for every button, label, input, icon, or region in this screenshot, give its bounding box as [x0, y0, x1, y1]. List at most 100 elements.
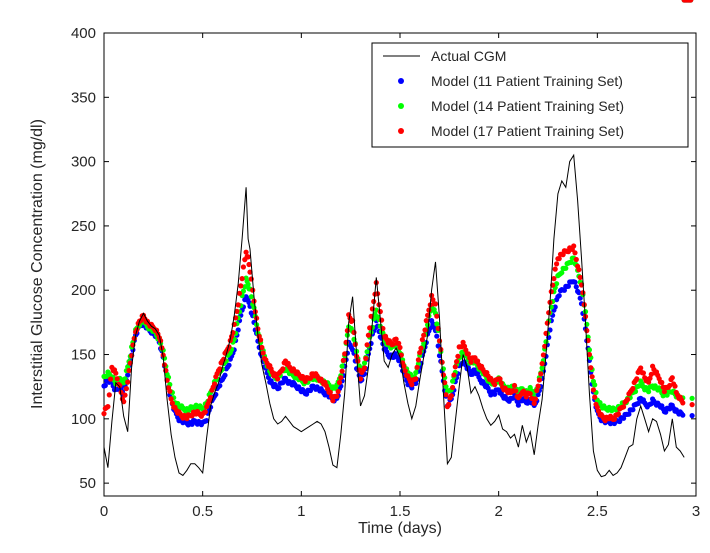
data-point — [344, 328, 350, 334]
y-axis-label: Interstitial Glucose Concentration (mg/d… — [29, 119, 46, 409]
data-point — [635, 400, 641, 407]
data-point — [126, 367, 132, 374]
data-point — [638, 365, 644, 371]
data-point — [551, 276, 557, 282]
data-point — [621, 404, 627, 410]
data-point — [276, 385, 282, 391]
data-point — [367, 325, 373, 331]
data-point — [556, 293, 562, 299]
data-point — [122, 392, 128, 398]
data-point — [450, 384, 456, 391]
data-point — [226, 362, 232, 368]
data-point — [542, 343, 548, 349]
y-tick-label: 250 — [71, 218, 96, 235]
data-point — [615, 411, 622, 417]
data-point — [106, 392, 112, 398]
data-point — [371, 298, 377, 305]
data-point — [108, 376, 114, 382]
data-point — [688, 0, 694, 3]
data-point — [247, 269, 253, 275]
data-point — [105, 404, 111, 410]
data-point — [236, 290, 243, 296]
data-point — [536, 377, 543, 383]
data-point — [364, 342, 370, 348]
data-point — [565, 283, 572, 289]
y-tick-label: 150 — [71, 347, 96, 364]
data-point — [336, 379, 343, 386]
legend-box — [371, 42, 689, 148]
data-point — [561, 287, 568, 293]
data-point — [373, 307, 379, 313]
data-point — [434, 333, 440, 339]
x-axis-label: Time (days) — [358, 520, 442, 537]
data-point — [364, 349, 370, 355]
data-point — [647, 375, 653, 381]
data-point — [513, 388, 519, 394]
data-point — [161, 362, 168, 368]
data-point — [539, 361, 545, 367]
data-point — [125, 372, 131, 378]
data-point — [554, 261, 560, 267]
data-point — [409, 382, 415, 388]
y-tick-label: 50 — [79, 475, 96, 492]
data-point — [430, 297, 436, 303]
data-point — [440, 372, 446, 378]
data-point — [538, 371, 544, 377]
data-point — [245, 254, 251, 260]
data-point — [455, 353, 461, 359]
data-point — [240, 264, 246, 270]
data-point — [402, 368, 408, 374]
data-point — [222, 372, 228, 378]
data-point — [238, 283, 244, 289]
data-point — [659, 379, 665, 386]
data-point — [338, 375, 344, 381]
data-point — [255, 326, 261, 332]
data-point — [497, 376, 503, 382]
legend-swatch-model-14 — [398, 103, 404, 109]
data-point — [235, 302, 241, 308]
y-tick-label: 400 — [71, 25, 96, 42]
data-point — [454, 359, 460, 365]
data-point — [327, 389, 333, 395]
x-tick-label: 1 — [297, 503, 305, 520]
data-point — [573, 256, 579, 263]
x-tick-label: 3 — [692, 503, 700, 520]
data-point — [330, 398, 336, 404]
data-point — [415, 357, 421, 363]
data-point — [572, 250, 578, 256]
data-point — [339, 363, 345, 369]
data-point — [426, 307, 432, 313]
series-actual-cgm-line — [103, 153, 685, 478]
data-point — [552, 304, 558, 310]
data-point — [646, 389, 652, 395]
data-point — [469, 371, 475, 377]
data-point — [211, 381, 218, 387]
data-point — [436, 353, 443, 359]
data-point — [669, 375, 675, 381]
data-point — [248, 294, 254, 300]
data-point — [560, 252, 566, 258]
data-point — [648, 371, 654, 377]
data-point — [423, 318, 429, 324]
data-point — [577, 274, 583, 280]
data-point — [418, 345, 424, 351]
data-point — [101, 411, 107, 417]
data-point — [580, 290, 586, 296]
data-point — [563, 265, 569, 271]
y-tick-label: 350 — [71, 89, 96, 106]
data-point — [275, 376, 281, 382]
data-point — [351, 329, 357, 336]
data-point — [540, 352, 547, 358]
data-point — [588, 365, 594, 371]
data-point — [413, 376, 419, 382]
data-point — [590, 387, 597, 393]
data-point — [434, 321, 440, 327]
legend: Actual CGM Model (11 Patient Training Se… — [371, 42, 689, 148]
data-point — [102, 382, 108, 389]
data-point — [571, 243, 577, 249]
data-point — [498, 380, 504, 386]
data-point — [217, 366, 223, 372]
data-point — [492, 382, 498, 388]
